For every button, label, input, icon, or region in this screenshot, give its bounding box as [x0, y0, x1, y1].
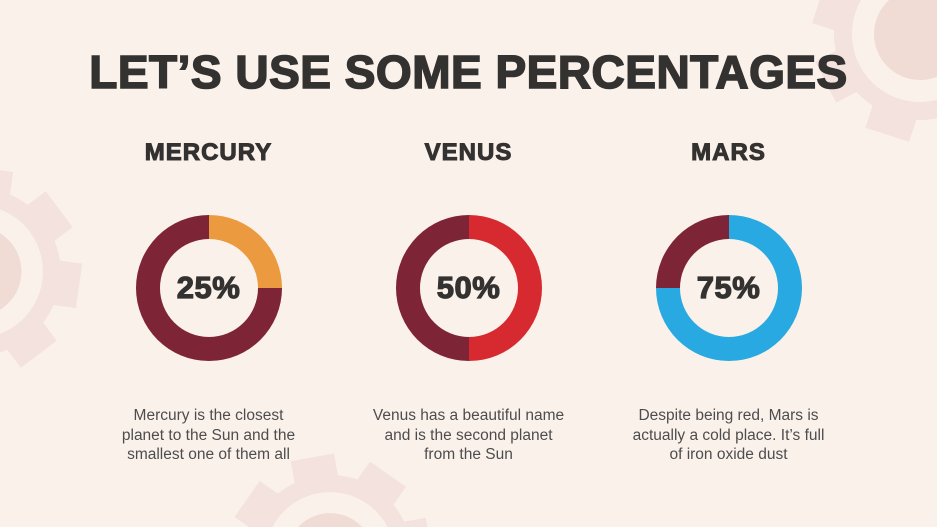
- planet-name-mars: MARS: [691, 139, 766, 167]
- planet-column-venus: VENUS 50% Venus has a beautiful name and …: [339, 138, 599, 465]
- planet-name-mercury: MERCURY: [144, 139, 273, 167]
- planet-description-mars: Despite being red, Mars is actually a col…: [632, 407, 825, 464]
- planet-description-mercury: Mercury is the closest planet to the Sun …: [121, 407, 296, 464]
- planet-name-venus: VENUS: [424, 139, 513, 167]
- planet-column-mars: MARS 75% Despite being red, Mars is actua…: [599, 138, 859, 465]
- planet-column-mercury: MERCURY 25% Mercury is the closest planet…: [79, 138, 339, 465]
- donut-percentage-mercury: 25%: [176, 269, 241, 305]
- donut-percentage-venus: 50%: [436, 269, 501, 305]
- slide-title: LET’S USE SOME PERCENTAGES: [88, 45, 848, 99]
- donut-percentage-mars: 75%: [696, 269, 761, 305]
- planet-columns: MERCURY 25% Mercury is the closest planet…: [0, 138, 937, 465]
- donut-chart-mars: 75%: [655, 215, 802, 361]
- donut-chart-venus: 50%: [395, 215, 542, 361]
- planet-description-venus: Venus has a beautiful name and is the sec…: [372, 407, 565, 464]
- donut-chart-mercury: 25%: [135, 215, 282, 361]
